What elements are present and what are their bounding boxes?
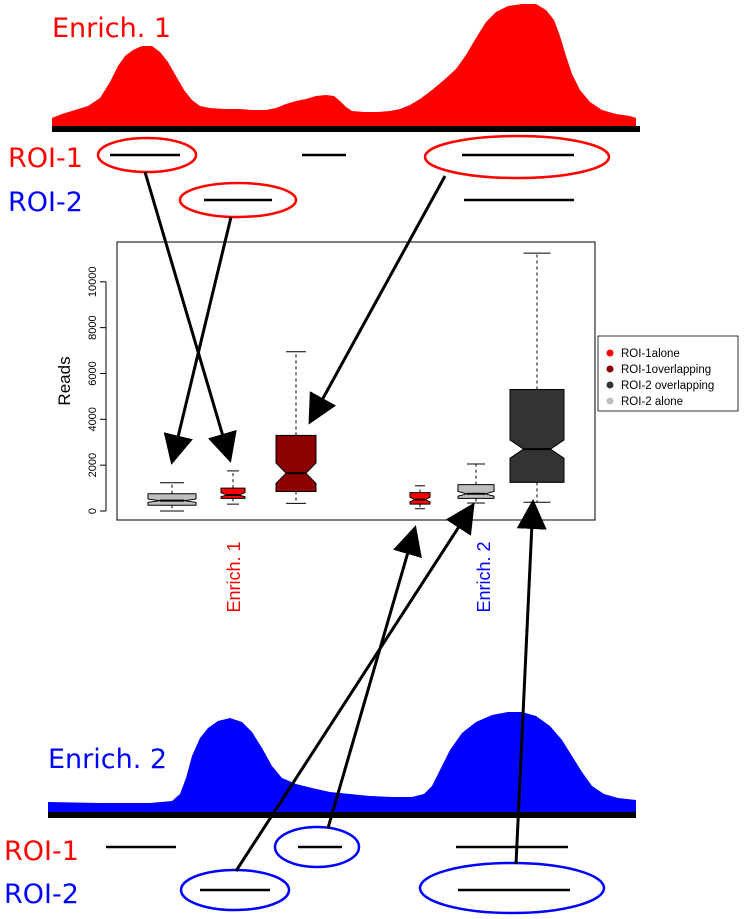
x-group-label-enrich2: Enrich. 2 [474,541,494,612]
y-axis-label: Reads [55,356,74,405]
box-roi-1overlapping [275,351,317,504]
bottom-roi2-label: ROI-2 [4,879,79,910]
top-genome-axis [52,126,640,132]
bottom-roi1-label: ROI-1 [4,836,79,867]
y-tick-label: 10000 [87,266,99,297]
legend-marker-roi1-alone [606,349,614,357]
arrow-top-roi1-overlapping [308,175,447,425]
legend-marker-roi2-overlapping [606,381,614,389]
box-series [147,252,565,512]
y-tick-label: 2000 [87,453,99,477]
y-tick-label: 0 [87,508,99,514]
box-body [457,484,495,499]
box-roi-2-overlapping [509,252,565,503]
box-roi-2-alone [147,482,197,512]
bottom-genome-axis [48,812,636,818]
box-body [220,487,246,499]
box-body [275,434,317,493]
bottom-roi2-highlight-circle [418,861,606,915]
box-roi-1alone [220,470,246,505]
top-enrichment-signal [52,4,636,126]
bottom-roi1-highlight-circle [273,825,361,869]
top-roi1-highlight-circle [423,134,611,180]
top-roi2-label: ROI-2 [8,187,83,218]
x-group-label-enrich1: Enrich. 1 [224,541,244,612]
arrow-bottom-roi2-alone [234,502,475,872]
legend-marker-roi1-overlapping [606,365,614,373]
y-tick-label: 4000 [87,407,99,431]
arrow-bottom-roi1-alone [326,525,422,829]
top-roi1-highlight-circle [96,136,198,174]
bottom-enrichment-signal [48,712,636,812]
legend: ROI-1alone ROI-1overlapping ROI-2 overla… [597,335,739,412]
y-tick-label: 6000 [87,361,99,385]
box-body [409,492,431,505]
y-axis: 0 2000 4000 6000 8000 10000 [87,266,107,514]
arrow-top-roi1-alone [143,171,237,463]
connector-arrows [143,171,547,872]
legend-label: ROI-2 alone [621,396,683,408]
box-body [509,389,565,483]
top-roi2-highlight-circle [178,181,298,219]
legend-label: ROI-1alone [621,348,680,360]
top-roi1-label: ROI-1 [8,143,83,174]
arrow-bottom-roi2-overlapping [514,499,547,865]
box-body [147,493,197,506]
legend-box [597,335,739,412]
bottom-enrich-title: Enrich. 2 [48,744,167,775]
boxplot-chart: 0 2000 4000 6000 8000 10000 Reads [55,241,596,521]
legend-label: ROI-2 overlapping [621,380,714,392]
top-enrich-title: Enrich. 1 [52,13,171,44]
arrow-top-roi2-alone [163,216,233,465]
box-roi-2-alone [457,463,495,504]
legend-label: ROI-1overlapping [621,364,711,376]
y-tick-label: 8000 [87,315,99,339]
legend-marker-roi2-alone [606,397,614,405]
box-roi-1alone [409,485,431,510]
